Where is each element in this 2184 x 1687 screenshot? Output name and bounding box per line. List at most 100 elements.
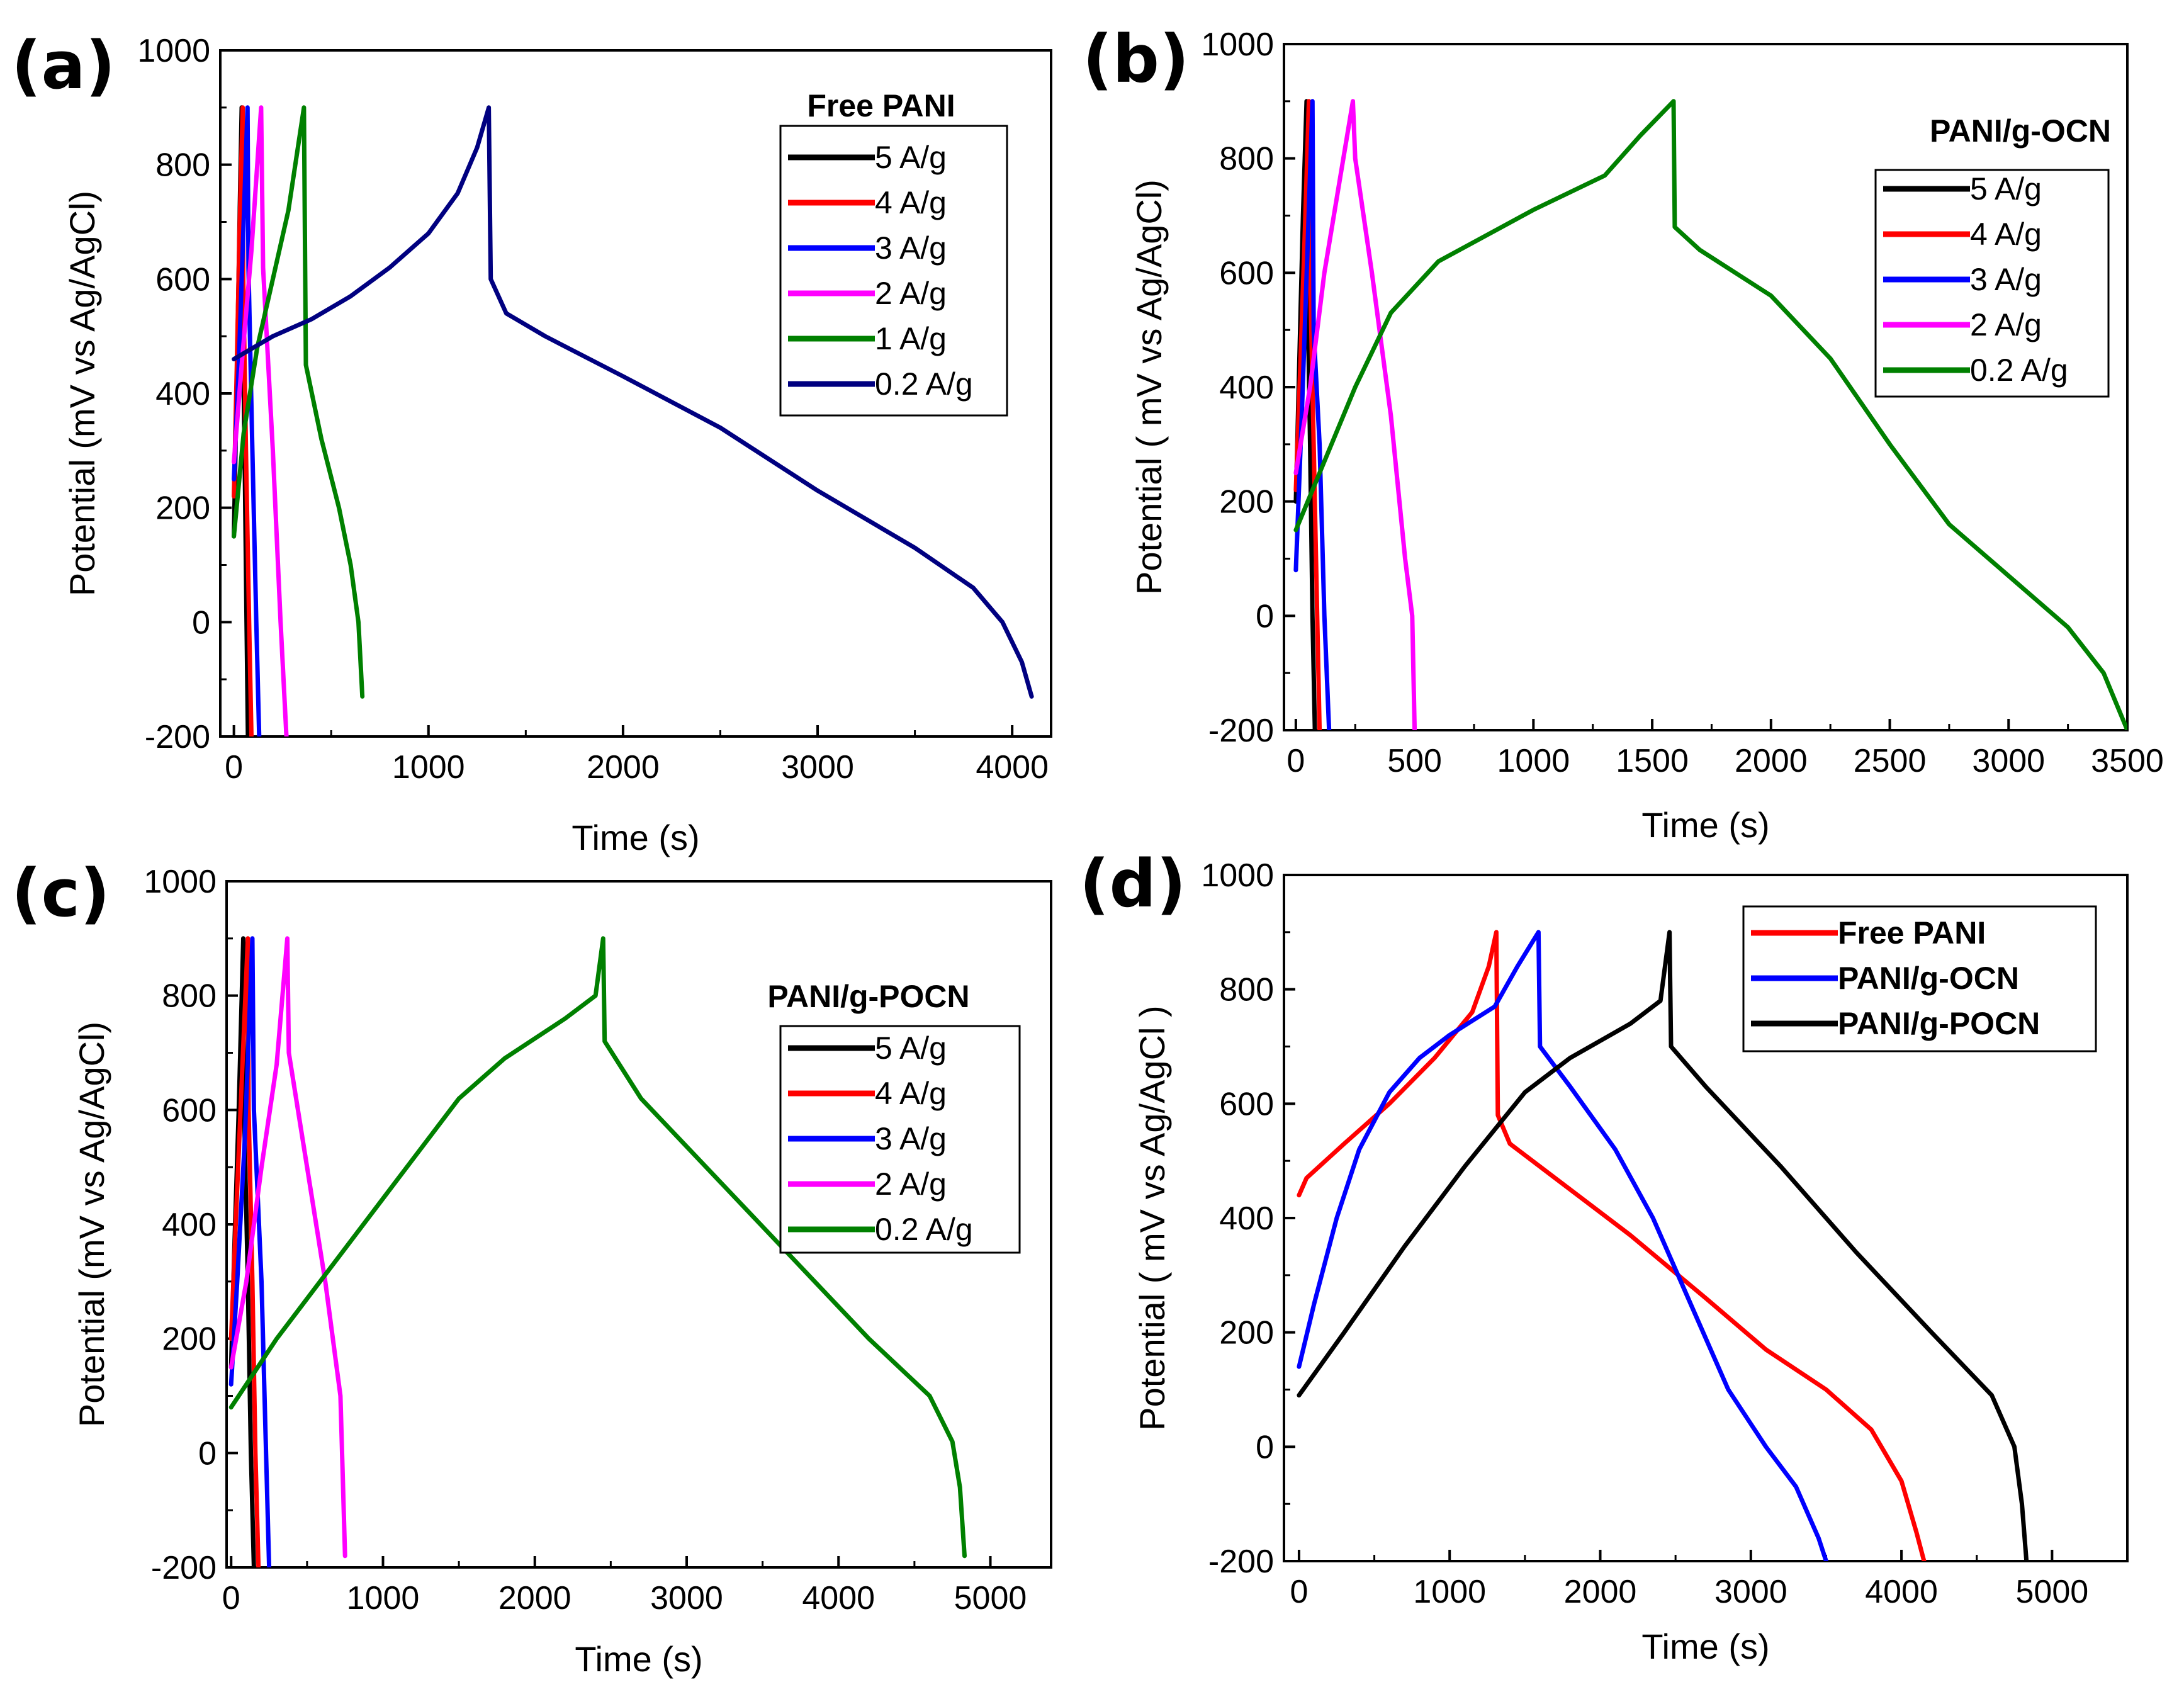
legend-entry: 3 A/g	[1970, 262, 2042, 297]
series-line-3-a-g	[232, 105, 262, 736]
series-line-0-2-a-g	[232, 105, 1034, 699]
y-axis-label: Potential ( mV vs Ag/AgCl )	[1132, 1005, 1172, 1430]
series-line-0-2-a-g	[1293, 99, 2127, 730]
x-tick-label: 2500	[1854, 743, 1927, 779]
y-tick-label: 1000	[137, 33, 210, 69]
y-tick-label: 1000	[144, 864, 217, 900]
x-tick-label: 5000	[2016, 1574, 2089, 1610]
legend-title: PANI/g-OCN	[1930, 113, 2111, 149]
y-tick-label: 400	[162, 1207, 217, 1243]
y-tick-label: -200	[151, 1550, 217, 1586]
legend: Free PANI PANI/g-OCN PANI/g-POCN	[1742, 905, 2097, 1052]
legend-title: PANI/g-POCN	[767, 979, 969, 1014]
x-tick-label: 5000	[954, 1580, 1027, 1616]
panel-b: (b) -200 0 200 400 600 800 1000 0 500 1000 1500 2000…	[1083, 21, 2164, 845]
legend: PANI/g-OCN 5 A/g 4 A/g 3 A/g 2 A/g 0.2 A/g	[1874, 113, 2111, 398]
legend-entry: 4 A/g	[875, 1076, 947, 1111]
x-tick-label: 2000	[587, 749, 660, 786]
y-axis-label: Potential (mV vs Ag/AgCl)	[62, 191, 102, 596]
y-tick-label: 0	[192, 604, 210, 641]
legend-title: Free PANI	[807, 88, 955, 123]
x-tick-label: 4000	[1865, 1574, 1938, 1610]
x-tick-label: 500	[1387, 743, 1442, 779]
series-line-0-2-a-g	[228, 936, 967, 1559]
legend-entry: 2 A/g	[1970, 307, 2042, 342]
legend-entry: 0.2 A/g	[1970, 353, 2068, 388]
y-tick-label: 200	[1219, 484, 1274, 521]
x-tick-label: 0	[222, 1580, 240, 1616]
x-tick-label: 3000	[1714, 1574, 1787, 1610]
y-tick-label: 800	[162, 978, 217, 1015]
series-line-1-a-g	[232, 105, 365, 699]
x-tick-label: 1500	[1616, 743, 1689, 779]
panel-label: (b)	[1083, 21, 1190, 98]
x-tick-label: 0	[1290, 1574, 1308, 1610]
y-tick-label: 200	[155, 490, 210, 527]
series-line-pani-g-pocn	[1297, 930, 2029, 1561]
legend-entry: 0.2 A/g	[875, 366, 973, 402]
y-tick-label: 200	[162, 1321, 217, 1358]
y-tick-label: -200	[145, 719, 210, 755]
y-tick-label: -200	[1208, 713, 1274, 749]
y-axis-label: Potential ( mV vs Ag/AgCl)	[1129, 179, 1169, 595]
y-tick-label: 600	[162, 1092, 217, 1129]
series-line-2-a-g	[232, 105, 289, 736]
legend-entry: 5 A/g	[875, 140, 947, 175]
y-tick-label: 400	[1219, 1200, 1274, 1237]
y-tick-label: 600	[1219, 255, 1274, 291]
x-tick-label: 4000	[976, 749, 1049, 786]
y-tick-label: 1000	[1201, 857, 1274, 894]
panel-label: (c)	[11, 855, 110, 932]
legend-entry: 1 A/g	[875, 321, 947, 356]
legend-entry: 5 A/g	[875, 1030, 947, 1066]
series-line-free-pani	[1297, 930, 1927, 1561]
legend-entry: 0.2 A/g	[875, 1212, 973, 1247]
legend-entry: 3 A/g	[875, 1121, 947, 1156]
legend: PANI/g-POCN 5 A/g 4 A/g 3 A/g 2 A/g 0.2 A/g	[767, 979, 1021, 1254]
y-tick-label: 800	[1219, 972, 1274, 1008]
legend-entry: 2 A/g	[875, 276, 947, 311]
legend: Free PANI 5 A/g 4 A/g 3 A/g 2 A/g 1 A/g 0.2 A/…	[779, 88, 1008, 417]
y-tick-label: 400	[1219, 370, 1274, 406]
y-tick-label: 0	[1256, 1429, 1274, 1465]
series-line-3-a-g	[1293, 99, 1332, 730]
y-tick-label: 600	[155, 261, 210, 298]
x-tick-label: 0	[1286, 743, 1305, 779]
y-tick-label: 200	[1219, 1315, 1274, 1351]
x-tick-label: 3000	[1972, 743, 2045, 779]
x-axis-label: Time (s)	[1641, 805, 1769, 845]
x-tick-label: 1000	[1413, 1574, 1486, 1610]
y-tick-label: 0	[1256, 598, 1274, 635]
x-axis-label: Time (s)	[575, 1639, 702, 1679]
series-line-2-a-g	[228, 936, 347, 1559]
x-tick-label: 1000	[392, 749, 465, 786]
x-axis-label: Time (s)	[571, 818, 699, 857]
panel-label: (d)	[1079, 845, 1186, 922]
legend-entry: PANI/g-POCN	[1838, 1006, 2040, 1041]
legend-entry: 3 A/g	[875, 230, 947, 266]
x-tick-label: 1000	[347, 1580, 420, 1616]
legend-entry: 2 A/g	[875, 1166, 947, 1202]
y-tick-label: 800	[1219, 141, 1274, 178]
legend-entry: Free PANI	[1838, 915, 1986, 951]
legend-entry: 5 A/g	[1970, 171, 2042, 206]
panel-a: (a) -200 0 200 400 600 800 1000 0 1000 2000 3000 400…	[11, 27, 1052, 857]
panel-label: (a)	[11, 27, 115, 104]
x-tick-label: 2000	[1564, 1574, 1637, 1610]
series-line-2-a-g	[1293, 99, 1417, 730]
x-tick-label: 0	[225, 749, 243, 786]
y-tick-label: 600	[1219, 1086, 1274, 1122]
x-tick-label: 2000	[1735, 743, 1808, 779]
legend-entry: PANI/g-OCN	[1838, 961, 2019, 996]
x-tick-label: 3000	[781, 749, 854, 786]
y-axis-label: Potential (mV vs Ag/AgCl)	[72, 1022, 111, 1427]
y-tick-label: 0	[198, 1435, 217, 1472]
x-tick-label: 2000	[498, 1580, 571, 1616]
x-tick-label: 3500	[2091, 743, 2164, 779]
x-tick-label: 1000	[1497, 743, 1570, 779]
panel-d: (d) -200 0 200 400 600 800 1000 0 1000 2000 3000 400…	[1079, 845, 2129, 1666]
y-tick-label: 800	[155, 147, 210, 184]
x-axis-label: Time (s)	[1641, 1627, 1769, 1666]
